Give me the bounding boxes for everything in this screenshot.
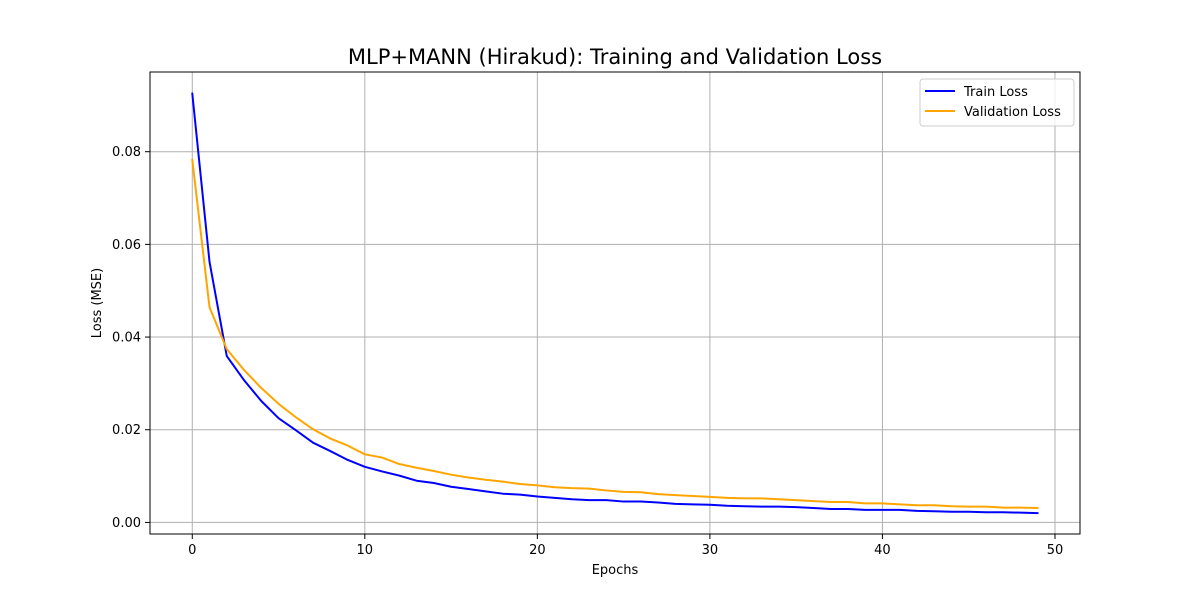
x-tick-label: 40 xyxy=(874,543,891,558)
y-tick-label: 0.06 xyxy=(112,238,141,253)
y-axis-label: Loss (MSE) xyxy=(90,268,105,338)
y-tick-label: 0.04 xyxy=(112,331,141,346)
x-tick-label: 20 xyxy=(529,543,546,558)
legend-label-validation-loss: Validation Loss xyxy=(964,105,1061,120)
x-tick-label: 50 xyxy=(1047,543,1064,558)
y-tick-label: 0.00 xyxy=(112,516,141,531)
legend-label-train-loss: Train Loss xyxy=(963,85,1028,100)
grid-lines xyxy=(150,72,1080,534)
series-lines xyxy=(191,92,1039,515)
y-axis-ticks: 0.00 0.02 0.04 0.06 0.08 xyxy=(112,145,150,531)
y-tick-label: 0.08 xyxy=(112,145,141,160)
x-axis-ticks: 0 10 20 30 40 50 xyxy=(188,534,1063,558)
x-tick-label: 0 xyxy=(188,543,196,558)
series-line-validation-loss xyxy=(191,158,1039,510)
legend: Train Loss Validation Loss xyxy=(919,78,1075,127)
chart-title: MLP+MANN (Hirakud): Training and Validat… xyxy=(348,45,882,69)
x-tick-label: 10 xyxy=(357,543,374,558)
x-tick-label: 30 xyxy=(702,543,719,558)
plot-frame xyxy=(149,71,1081,535)
x-axis-label: Epochs xyxy=(592,563,639,578)
y-tick-label: 0.02 xyxy=(112,423,141,438)
series-line-train-loss xyxy=(191,92,1039,515)
legend-box xyxy=(919,78,1075,127)
plot-area xyxy=(150,72,1080,534)
